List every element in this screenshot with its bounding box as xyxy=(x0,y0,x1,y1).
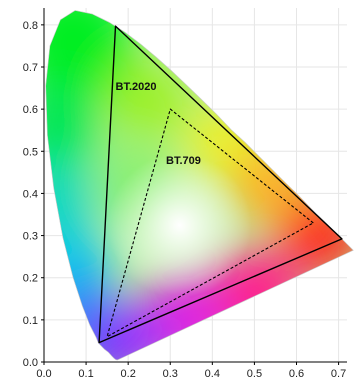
x-tick-label-0: 0.0 xyxy=(36,368,51,380)
x-tick-label-3: 0.3 xyxy=(163,368,178,380)
color-blob-yellow-green xyxy=(109,60,190,141)
y-tick-label-6: 0.6 xyxy=(23,104,38,116)
gamut-triangle-bt709 xyxy=(106,108,314,338)
color-blob-cyan-green xyxy=(45,161,97,242)
y-tick-label-7: 0.7 xyxy=(23,62,38,74)
gamut-label-1: BT.709 xyxy=(166,155,201,167)
gamut-color-fill xyxy=(45,10,354,360)
x-tick-label-5: 0.5 xyxy=(247,368,262,380)
tick-labels: 0.0 0.1 0.2 0.3 0.4 0.5 0.6 0.7 0.0 0.1 0.2 0.3 0.4 0… xyxy=(23,20,347,380)
y-tick-label-8: 0.8 xyxy=(23,20,38,32)
y-tick-label-0: 0.0 xyxy=(23,357,38,369)
x-tick-label-7: 0.7 xyxy=(331,368,346,380)
white-point-glow xyxy=(107,153,252,298)
x-tick-label-2: 0.2 xyxy=(121,368,136,380)
x-tick-label-6: 0.6 xyxy=(289,368,304,380)
color-blob-green-2 xyxy=(45,85,102,176)
x-tick-label-4: 0.4 xyxy=(205,368,220,380)
y-tick-label-5: 0.5 xyxy=(23,146,38,158)
gamut-labels: BT.2020 BT.709 xyxy=(116,81,201,167)
y-tick-label-3: 0.3 xyxy=(23,231,38,243)
y-tick-label-1: 0.1 xyxy=(23,315,38,327)
gamut-label-0: BT.2020 xyxy=(116,81,157,93)
y-tick-label-2: 0.2 xyxy=(23,273,38,285)
y-tick-label-4: 0.4 xyxy=(23,188,38,200)
x-tick-label-1: 0.1 xyxy=(78,368,93,380)
gamut-triangles xyxy=(98,25,343,344)
gamut-triangle-bt2020 xyxy=(98,25,343,344)
spectral-locus-outline xyxy=(45,10,354,361)
